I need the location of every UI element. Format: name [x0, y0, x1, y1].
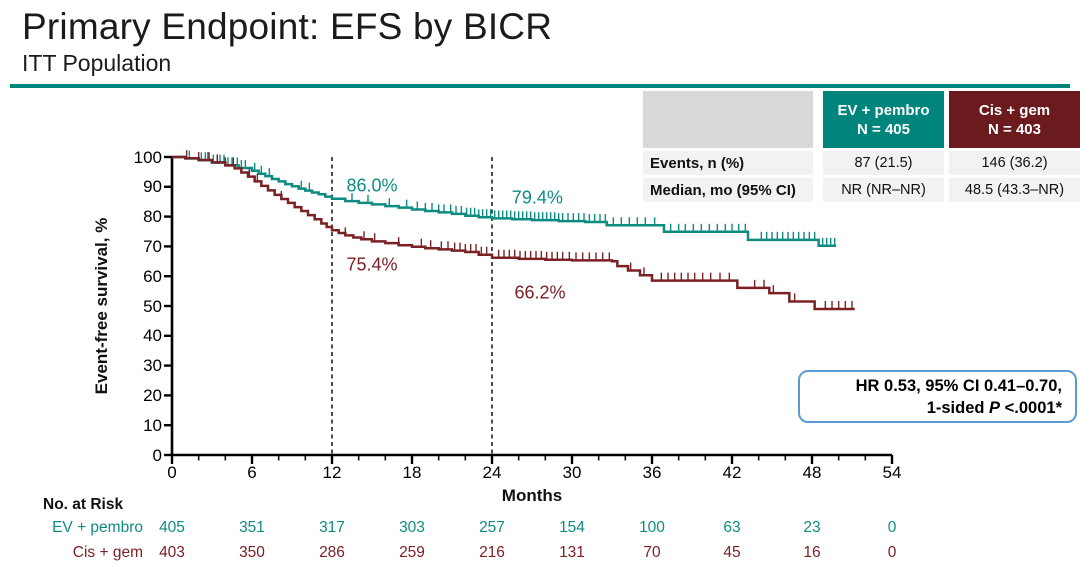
y-tick-label: 100 — [133, 147, 162, 167]
y-tick-label: 30 — [143, 356, 162, 376]
y-tick-label: 40 — [143, 326, 162, 346]
page-subtitle: ITT Population — [22, 50, 172, 76]
risk-count: 286 — [319, 544, 345, 561]
x-tick-label: 12 — [322, 463, 342, 482]
risk-count: 131 — [559, 544, 585, 561]
risk-count: 23 — [803, 519, 821, 536]
x-tick-label: 48 — [802, 463, 822, 482]
risk-count: 45 — [723, 544, 741, 561]
accent-divider — [10, 84, 1070, 88]
y-tick-label: 60 — [143, 266, 162, 286]
x-tick-label: 30 — [562, 463, 582, 482]
landmark-pct-label: 79.4% — [511, 187, 563, 208]
col-header-arm-name: Cis + gem — [978, 101, 1051, 119]
risk-count: 350 — [239, 544, 265, 561]
summary-table: EV + pembro N = 405 Cis + gem N = 403 Ev… — [643, 91, 1080, 202]
no-at-risk-title: No. at Risk — [43, 496, 124, 513]
censor-marks-cis-gem — [185, 150, 853, 309]
median-value-cis-gem: 48.5 (43.3–NR) — [949, 178, 1080, 202]
y-tick-label: 90 — [143, 177, 162, 197]
page-title: Primary Endpoint: EFS by BICR — [22, 6, 553, 47]
y-tick-label: 70 — [143, 236, 162, 256]
events-value-cis-gem: 146 (36.2) — [949, 151, 1080, 175]
risk-count: 303 — [399, 519, 425, 536]
median-value-ev-pembro: NR (NR–NR) — [823, 178, 944, 202]
y-tick-label: 20 — [143, 385, 162, 405]
x-tick-label: 6 — [247, 463, 257, 482]
col-header-arm-name: EV + pembro — [837, 101, 930, 119]
risk-count: 403 — [159, 544, 185, 561]
landmark-pct-label: 86.0% — [346, 175, 398, 196]
risk-count: 63 — [723, 519, 741, 536]
risk-count: 317 — [319, 519, 345, 536]
risk-count: 70 — [643, 544, 661, 561]
risk-count: 405 — [159, 519, 185, 536]
risk-count: 0 — [887, 544, 897, 561]
hr-line2: 1-sided P <.0001* — [926, 398, 1062, 417]
x-tick-label: 24 — [482, 463, 502, 482]
x-tick-label: 18 — [402, 463, 422, 482]
risk-count: 100 — [639, 519, 665, 536]
risk-count: 257 — [479, 519, 505, 536]
col-header-n: N = 403 — [988, 120, 1041, 138]
x-tick-label: 42 — [722, 463, 742, 482]
y-tick-label: 10 — [143, 415, 162, 435]
x-tick-label: 0 — [167, 463, 177, 482]
col-header-n: N = 405 — [857, 120, 910, 138]
summary-table-corner-cell — [643, 91, 813, 148]
y-tick-label: 80 — [143, 207, 162, 227]
landmark-pct-label: 66.2% — [514, 282, 566, 303]
row-label-median: Median, mo (95% CI) — [643, 178, 813, 202]
hr-line1: HR 0.53, 95% CI 0.41–0.70, — [855, 376, 1062, 395]
risk-count: 0 — [887, 519, 897, 536]
risk-count: 259 — [399, 544, 425, 561]
x-tick-label: 36 — [642, 463, 662, 482]
censor-marks-ev-pembro — [188, 150, 836, 246]
x-axis-label: Months — [501, 486, 563, 505]
events-value-ev-pembro: 87 (21.5) — [823, 151, 944, 175]
risk-count: 216 — [479, 544, 505, 561]
summary-col-header-cis-gem: Cis + gem N = 403 — [949, 91, 1080, 148]
y-axis-label: Event-free survival, % — [92, 217, 111, 395]
risk-count: 351 — [239, 519, 265, 536]
risk-row-label: Cis + gem — [72, 544, 143, 561]
risk-count: 16 — [803, 544, 821, 561]
km-curve-cis-gem — [172, 155, 855, 311]
y-tick-label: 0 — [152, 445, 162, 465]
y-tick-label: 50 — [143, 296, 162, 316]
risk-count: 154 — [559, 519, 585, 536]
hazard-ratio-box: HR 0.53, 95% CI 0.41–0.70, 1-sided P <.0… — [798, 370, 1077, 423]
summary-col-header-ev-pembro: EV + pembro N = 405 — [823, 91, 944, 148]
landmark-pct-label: 75.4% — [346, 254, 398, 275]
risk-row-label: EV + pembro — [52, 519, 143, 536]
x-tick-label: 54 — [882, 463, 902, 482]
row-label-events: Events, n (%) — [643, 151, 813, 175]
